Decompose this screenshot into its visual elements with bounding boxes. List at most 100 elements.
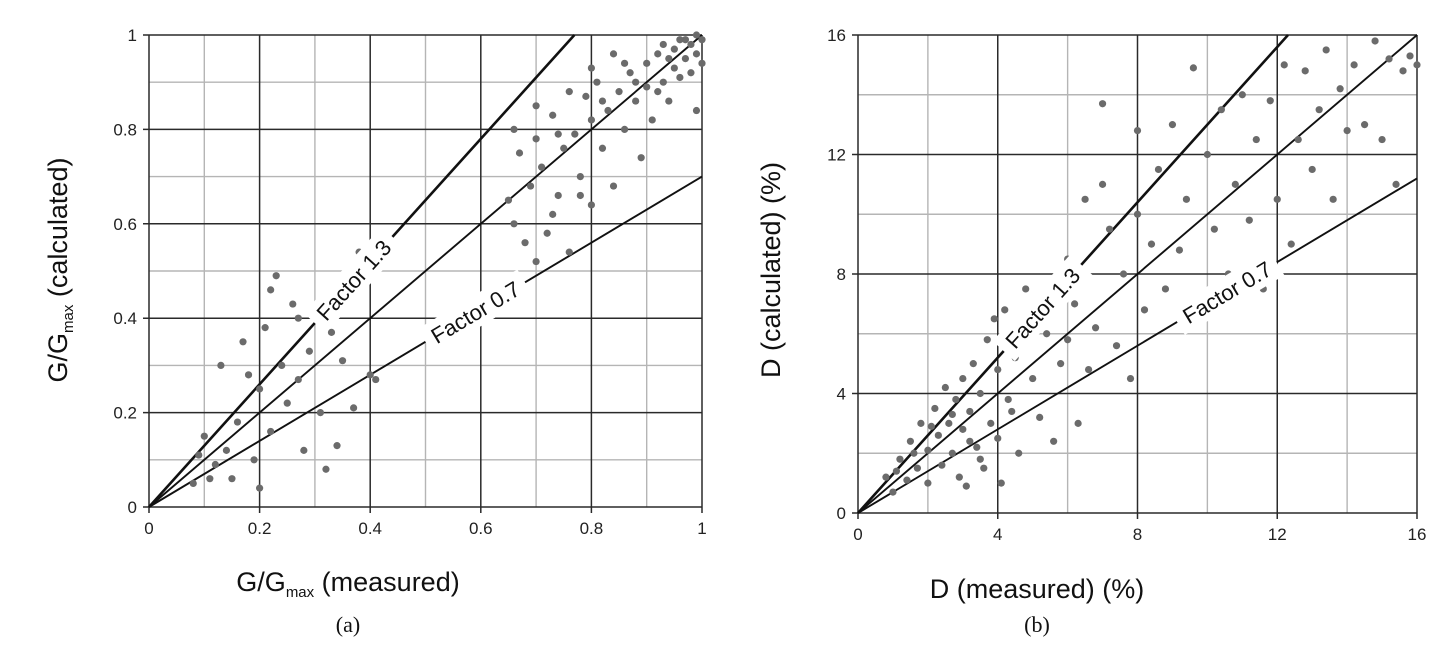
reference-line-slope-1 xyxy=(857,34,1418,514)
data-point xyxy=(1210,225,1218,233)
data-point xyxy=(1057,360,1065,368)
data-point xyxy=(211,460,219,469)
data-point xyxy=(990,315,998,323)
data-point xyxy=(1315,106,1323,114)
data-point xyxy=(587,116,596,124)
data-point xyxy=(1043,330,1051,338)
data-point xyxy=(1112,342,1121,350)
data-point xyxy=(1008,407,1016,416)
data-point xyxy=(532,257,540,266)
data-point xyxy=(903,476,911,484)
data-point xyxy=(934,431,942,439)
x-tick-label: 4 xyxy=(993,525,1002,544)
panel-b-caption: (b) xyxy=(1024,612,1050,637)
data-point xyxy=(654,88,662,96)
y-tick-label: 0.4 xyxy=(113,309,137,328)
data-point xyxy=(670,45,678,53)
label-background xyxy=(1169,249,1285,335)
data-point xyxy=(294,375,302,384)
data-point xyxy=(1322,46,1330,54)
panel-b-chart: Factor 1.3 Factor 0.7 0 4 8 12 16 0 4 8 12 16 xyxy=(827,26,1426,544)
x-tick-label: 12 xyxy=(1268,525,1287,544)
data-point xyxy=(609,50,618,58)
data-point xyxy=(1081,195,1089,203)
data-point xyxy=(554,130,562,138)
data-point xyxy=(350,404,358,412)
data-point xyxy=(1001,306,1009,314)
data-point xyxy=(1140,306,1149,314)
data-point xyxy=(267,286,275,294)
data-point xyxy=(526,182,535,190)
data-point xyxy=(1147,240,1156,248)
data-point xyxy=(917,419,925,427)
reference-line-label: Factor 0.7 xyxy=(1178,256,1276,328)
x-tick-label: 16 xyxy=(1408,525,1427,544)
data-point xyxy=(1217,106,1225,114)
data-point xyxy=(976,389,984,398)
data-point xyxy=(966,407,974,416)
data-point xyxy=(1203,150,1211,159)
x-tick-label: 0.2 xyxy=(248,519,272,538)
data-point xyxy=(598,97,607,105)
data-point xyxy=(654,50,662,58)
x-tick-label: 0.6 xyxy=(469,519,493,538)
y-tick-label: 0.6 xyxy=(113,215,137,234)
data-point xyxy=(576,191,584,200)
data-point xyxy=(1385,55,1393,63)
data-point xyxy=(1245,216,1253,224)
data-point xyxy=(698,36,706,44)
data-point xyxy=(643,59,651,67)
data-point xyxy=(681,55,690,63)
data-point xyxy=(1294,135,1302,144)
data-point xyxy=(659,78,667,86)
data-point xyxy=(366,371,374,379)
panel-a-xlabel: G/Gmax (measured) xyxy=(236,567,459,601)
data-point xyxy=(632,97,640,105)
panel-a-caption: (a) xyxy=(336,612,360,637)
data-point xyxy=(1175,246,1184,254)
data-point xyxy=(1161,285,1170,293)
x-tick-label: 0.4 xyxy=(358,519,382,538)
data-point xyxy=(889,488,897,496)
data-point xyxy=(1168,121,1177,129)
data-point xyxy=(1022,285,1030,293)
data-point xyxy=(643,83,651,91)
data-point xyxy=(200,432,208,440)
data-point xyxy=(1392,180,1400,188)
x-tick-label: 0 xyxy=(853,525,862,544)
data-point xyxy=(338,357,347,365)
data-point xyxy=(1071,300,1079,308)
data-point xyxy=(1413,61,1421,69)
data-point xyxy=(1098,180,1107,188)
y-tick-label: 16 xyxy=(827,26,846,45)
data-point xyxy=(587,64,596,72)
x-tick-label: 8 xyxy=(1133,525,1142,544)
data-point xyxy=(1343,127,1351,135)
reference-line-label: Factor 1.3 xyxy=(312,235,397,325)
data-point xyxy=(1399,67,1407,75)
data-point xyxy=(206,475,214,483)
data-point xyxy=(228,475,236,483)
panel-a-chart: Factor 1.3 Factor 0.7 0 0.2 0.4 0.6 0.8 1 0 0.2… xyxy=(113,26,706,538)
y-tick-label: 0.8 xyxy=(113,120,137,139)
data-point xyxy=(510,125,518,133)
data-point xyxy=(1231,180,1239,188)
data-point xyxy=(571,130,579,138)
data-point xyxy=(217,361,225,369)
data-point xyxy=(676,36,684,44)
data-point xyxy=(692,106,701,115)
data-point xyxy=(687,69,695,77)
data-point xyxy=(593,78,601,86)
data-point xyxy=(538,163,546,171)
data-point xyxy=(289,300,297,308)
data-point xyxy=(1329,195,1337,203)
data-point xyxy=(261,324,269,332)
reference-line-label-group: Factor 0.7 xyxy=(1169,249,1285,335)
panel-a-ylabel: G/Gmax (calculated) xyxy=(43,158,77,383)
data-point xyxy=(659,40,667,49)
data-point xyxy=(959,425,967,433)
data-point xyxy=(1280,61,1288,69)
data-point xyxy=(582,92,590,100)
data-point xyxy=(1378,135,1386,144)
data-point xyxy=(532,102,540,110)
